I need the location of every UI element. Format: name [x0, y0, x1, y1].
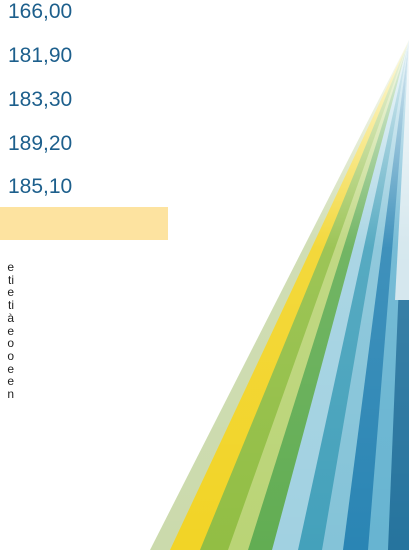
price-value: 181,90	[8, 44, 72, 68]
price-value: 166,00	[8, 0, 72, 24]
highlight-bar	[0, 207, 168, 240]
text-fragment: e	[7, 261, 14, 273]
price-value: 185,10	[8, 175, 72, 199]
text-fragment: e	[7, 325, 14, 337]
text-fragment: e	[7, 375, 14, 387]
document-page: 166,00 181,90 183,30 189,20 185,10 etiet…	[0, 0, 409, 550]
text-fragment: e	[7, 363, 14, 375]
text-fragment: o	[7, 337, 14, 349]
text-fragment: ti	[8, 299, 14, 311]
price-value: 183,30	[8, 88, 72, 112]
price-value: 189,20	[8, 132, 72, 156]
text-fragment: o	[7, 350, 14, 362]
text-fragment: e	[7, 286, 14, 298]
text-fragment: à	[7, 312, 14, 324]
decorative-rays	[0, 0, 409, 550]
text-fragment: n	[7, 388, 14, 400]
text-fragment: ti	[8, 274, 14, 286]
